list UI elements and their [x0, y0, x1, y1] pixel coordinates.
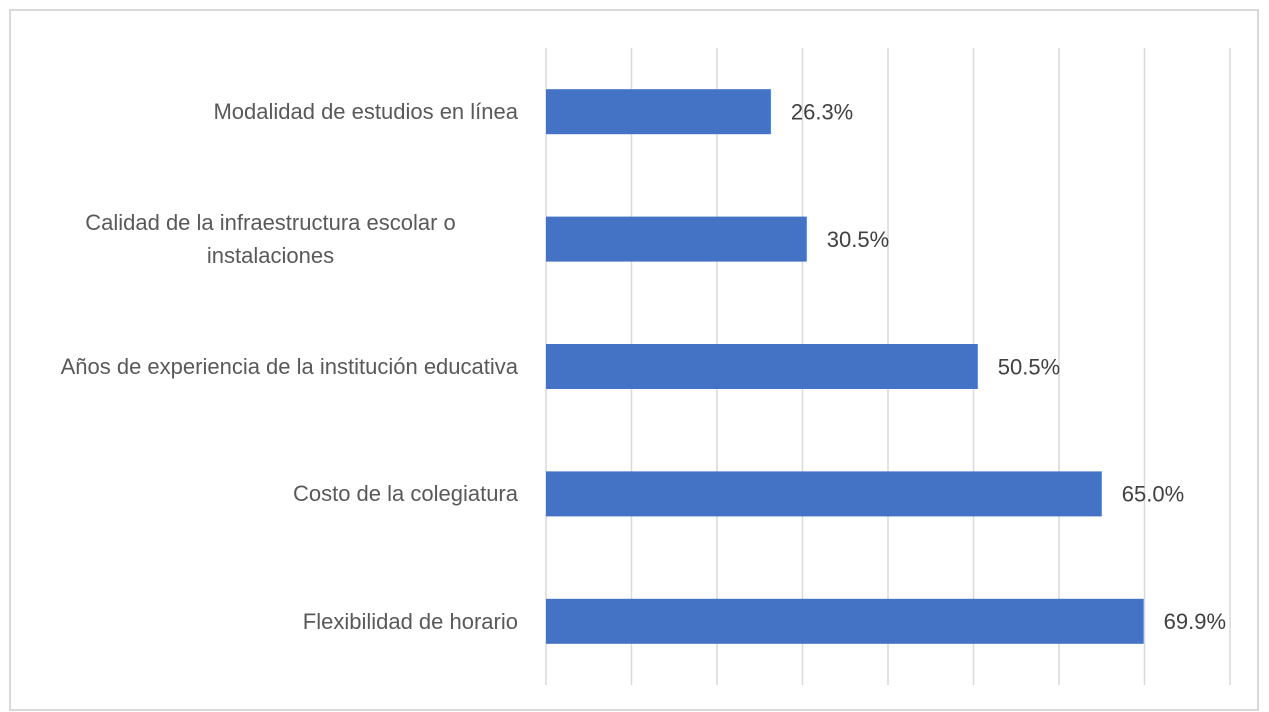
data-label: 69.9% [1164, 609, 1226, 634]
y-tick-label: Modalidad de estudios en línea [213, 99, 518, 125]
bar [546, 471, 1102, 517]
y-tick-label: Años de experiencia de la institución ed… [60, 354, 518, 379]
category-label-box: Años de experiencia de la institución ed… [61, 327, 518, 407]
bar [546, 89, 771, 135]
bar [546, 344, 978, 389]
data-label: 30.5% [827, 227, 889, 252]
bar [546, 598, 1144, 644]
data-label: 50.5% [998, 354, 1060, 379]
y-tick-label: Calidad de la infraestructura escolar o … [85, 210, 456, 269]
bar [546, 216, 807, 262]
category-label-box: Calidad de la infraestructura escolar o … [23, 199, 518, 279]
y-tick-label: Flexibilidad de horario [302, 608, 518, 634]
category-label-box: Costo de la colegiatura [293, 454, 518, 534]
y-tick-label: Costo de la colegiatura [292, 481, 518, 507]
data-label: 65.0% [1122, 482, 1184, 507]
category-label-box: Flexibilidad de horario [303, 581, 518, 661]
category-label-box: Modalidad de estudios en línea [213, 72, 518, 152]
data-label: 26.3% [791, 100, 853, 125]
